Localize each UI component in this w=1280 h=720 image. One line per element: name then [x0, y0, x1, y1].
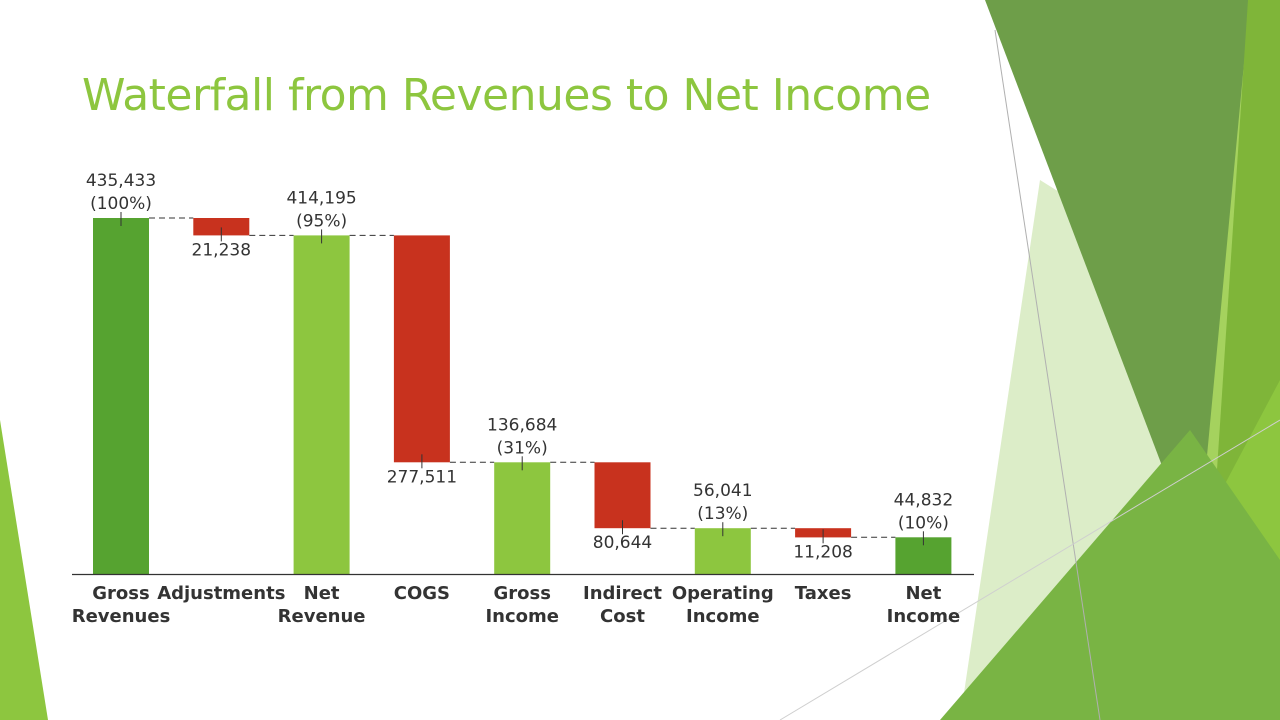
slide-title: Waterfall from Revenues to Net Income [82, 70, 931, 121]
category-label: Net Revenue [278, 583, 366, 627]
category-label-line: Adjustments [157, 583, 285, 604]
category-label-line: Gross [92, 583, 149, 604]
value-labels: 435,433 (100%) 21,238 414,195 (95%) 277,511 13… [86, 171, 953, 562]
category-label-line: Indirect [583, 583, 662, 604]
right-mid-green-shape [1215, 0, 1280, 500]
category-label: Adjustments [157, 583, 285, 604]
category-label-line: Cost [600, 606, 645, 627]
label-ticks [120, 212, 924, 546]
bars [93, 218, 952, 574]
category-label-line: Revenue [278, 606, 366, 627]
percent-label: (10%) [898, 513, 949, 533]
bar-0 [93, 218, 149, 574]
value-label: 414,195 [286, 188, 356, 208]
bar-1 [193, 218, 250, 236]
category-label: Indirect Cost [583, 583, 662, 627]
category-label: Taxes [795, 583, 852, 604]
category-label: Operating Income [672, 583, 774, 627]
category-label: Net Income [887, 583, 961, 627]
value-label: 277,511 [387, 467, 457, 487]
right-dark-green-shape [985, 0, 1250, 530]
left-edge-green-shape [0, 420, 48, 720]
category-label-line: COGS [394, 583, 450, 604]
category-label-line: Taxes [795, 583, 852, 604]
category-label-line: Net [905, 583, 941, 604]
percent-label: (13%) [697, 504, 748, 524]
thin-diagonal-line [994, 29, 1101, 720]
category-label: COGS [394, 583, 450, 604]
bar-4 [494, 462, 551, 574]
percent-label: (31%) [497, 438, 548, 458]
value-label: 435,433 [86, 171, 156, 191]
category-label-line: Income [887, 606, 961, 627]
category-label-line: Net [304, 583, 340, 604]
bar-3 [393, 235, 450, 463]
category-label-line: Income [686, 606, 760, 627]
category-label-line: Operating [672, 583, 774, 604]
value-label: 80,644 [593, 533, 652, 553]
category-label: Gross Income [485, 583, 559, 627]
value-label: 44,832 [894, 490, 953, 510]
connector-lines [149, 217, 896, 538]
bottom-green-shape [940, 430, 1280, 720]
category-label: Gross Revenues [72, 583, 171, 627]
category-label-line: Income [485, 606, 559, 627]
percent-label: (100%) [90, 194, 152, 214]
category-label-line: Gross [493, 583, 550, 604]
value-label: 136,684 [487, 415, 557, 435]
value-label: 21,238 [192, 240, 251, 260]
thin-diagonal-line [779, 419, 1280, 720]
category-label-line: Revenues [72, 606, 171, 627]
bar-5 [594, 462, 651, 529]
value-label: 11,208 [793, 542, 852, 562]
percent-label: (95%) [296, 211, 347, 231]
bar-2 [293, 235, 350, 574]
value-label: 56,041 [693, 481, 752, 501]
